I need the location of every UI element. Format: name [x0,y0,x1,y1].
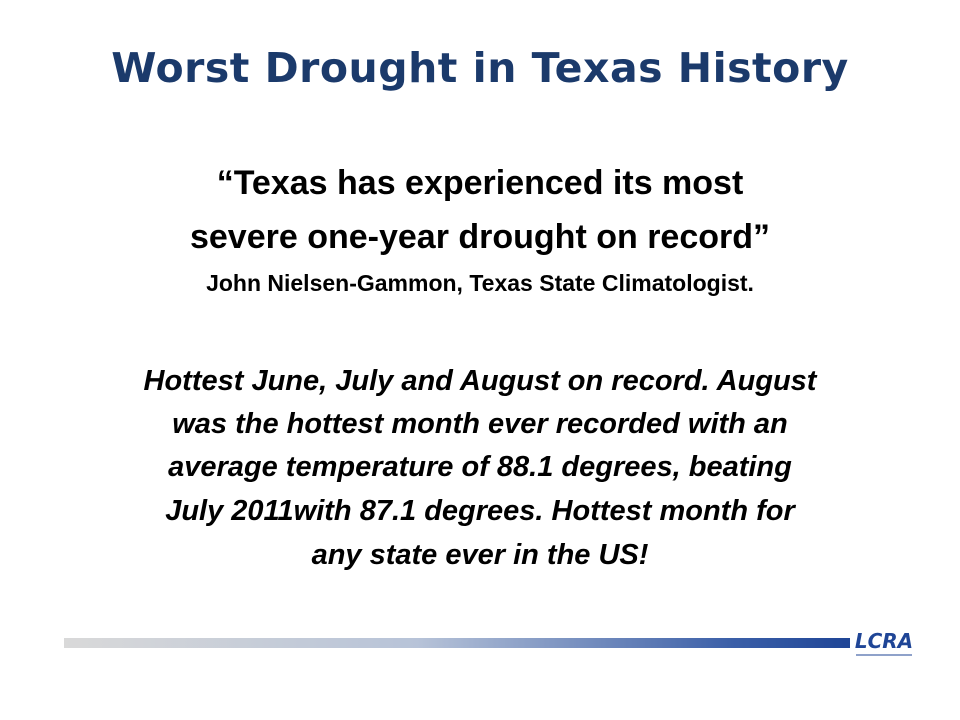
quote-line: “Texas has experienced its most [216,164,744,202]
quote-attribution: John Nielsen-Gammon, Texas State Climato… [206,270,754,296]
body-line: any state ever in the US! [311,539,649,571]
quote-line: severe one-year drought on record” [189,218,771,256]
footer-bar [64,638,850,648]
body-line: Hottest June, July and August on record.… [143,365,817,397]
body-line: was the hottest month ever recorded with… [172,408,788,440]
body-line: average temperature of 88.1 degrees, bea… [168,451,792,483]
body-line: July 2011with 87.1 degrees. Hottest mont… [165,495,795,527]
slide-title: Worst Drought in Texas History [111,44,849,92]
logo: LCRA [855,629,913,656]
logo-text: LCRA [855,629,913,653]
